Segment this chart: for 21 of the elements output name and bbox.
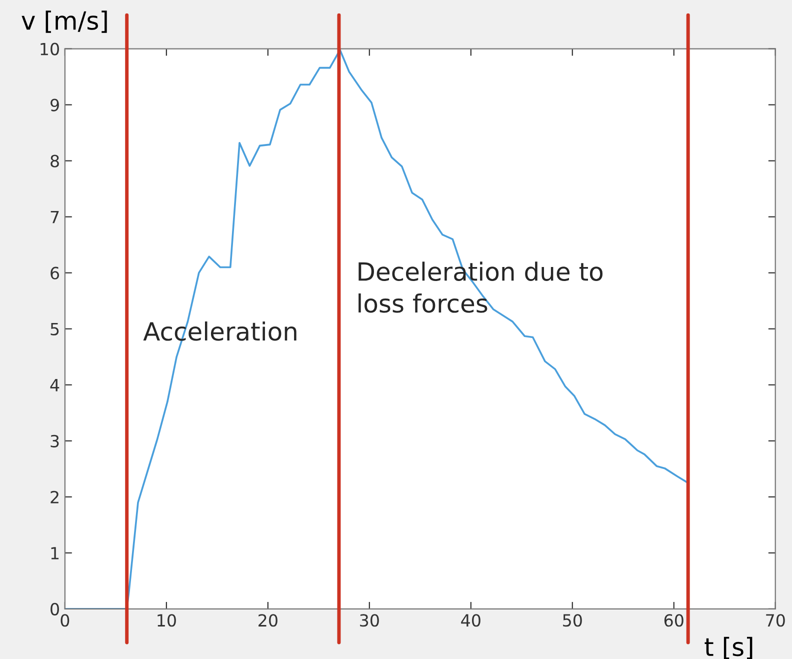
- x-tick-label: 0: [60, 614, 70, 627]
- x-tick-label: 40: [461, 614, 480, 627]
- x-tick-label: 10: [158, 614, 176, 627]
- y-tick-label: 3: [50, 434, 59, 448]
- y-tick-label: 9: [50, 98, 59, 112]
- x-tick-label: 60: [664, 614, 684, 627]
- y-tick-label: 8: [50, 154, 59, 168]
- y-tick-label: 7: [50, 210, 59, 224]
- x-tick-label: 70: [766, 614, 785, 627]
- y-tick-label: 0: [50, 602, 59, 616]
- y-tick-label: 1: [51, 547, 59, 560]
- x-axis-title: t [s]: [704, 636, 752, 659]
- x-tick-label: 30: [360, 614, 379, 627]
- y-tick-label: 2: [50, 490, 58, 504]
- y-axis-title: v [m/s]: [22, 10, 107, 33]
- y-tick-label: 6: [50, 266, 60, 280]
- y-tick-label: 4: [50, 379, 60, 392]
- x-tick-label: 20: [258, 614, 278, 627]
- y-tick-label: 10: [40, 42, 59, 56]
- y-tick-label: 5: [50, 323, 59, 336]
- x-tick-label: 50: [563, 614, 582, 627]
